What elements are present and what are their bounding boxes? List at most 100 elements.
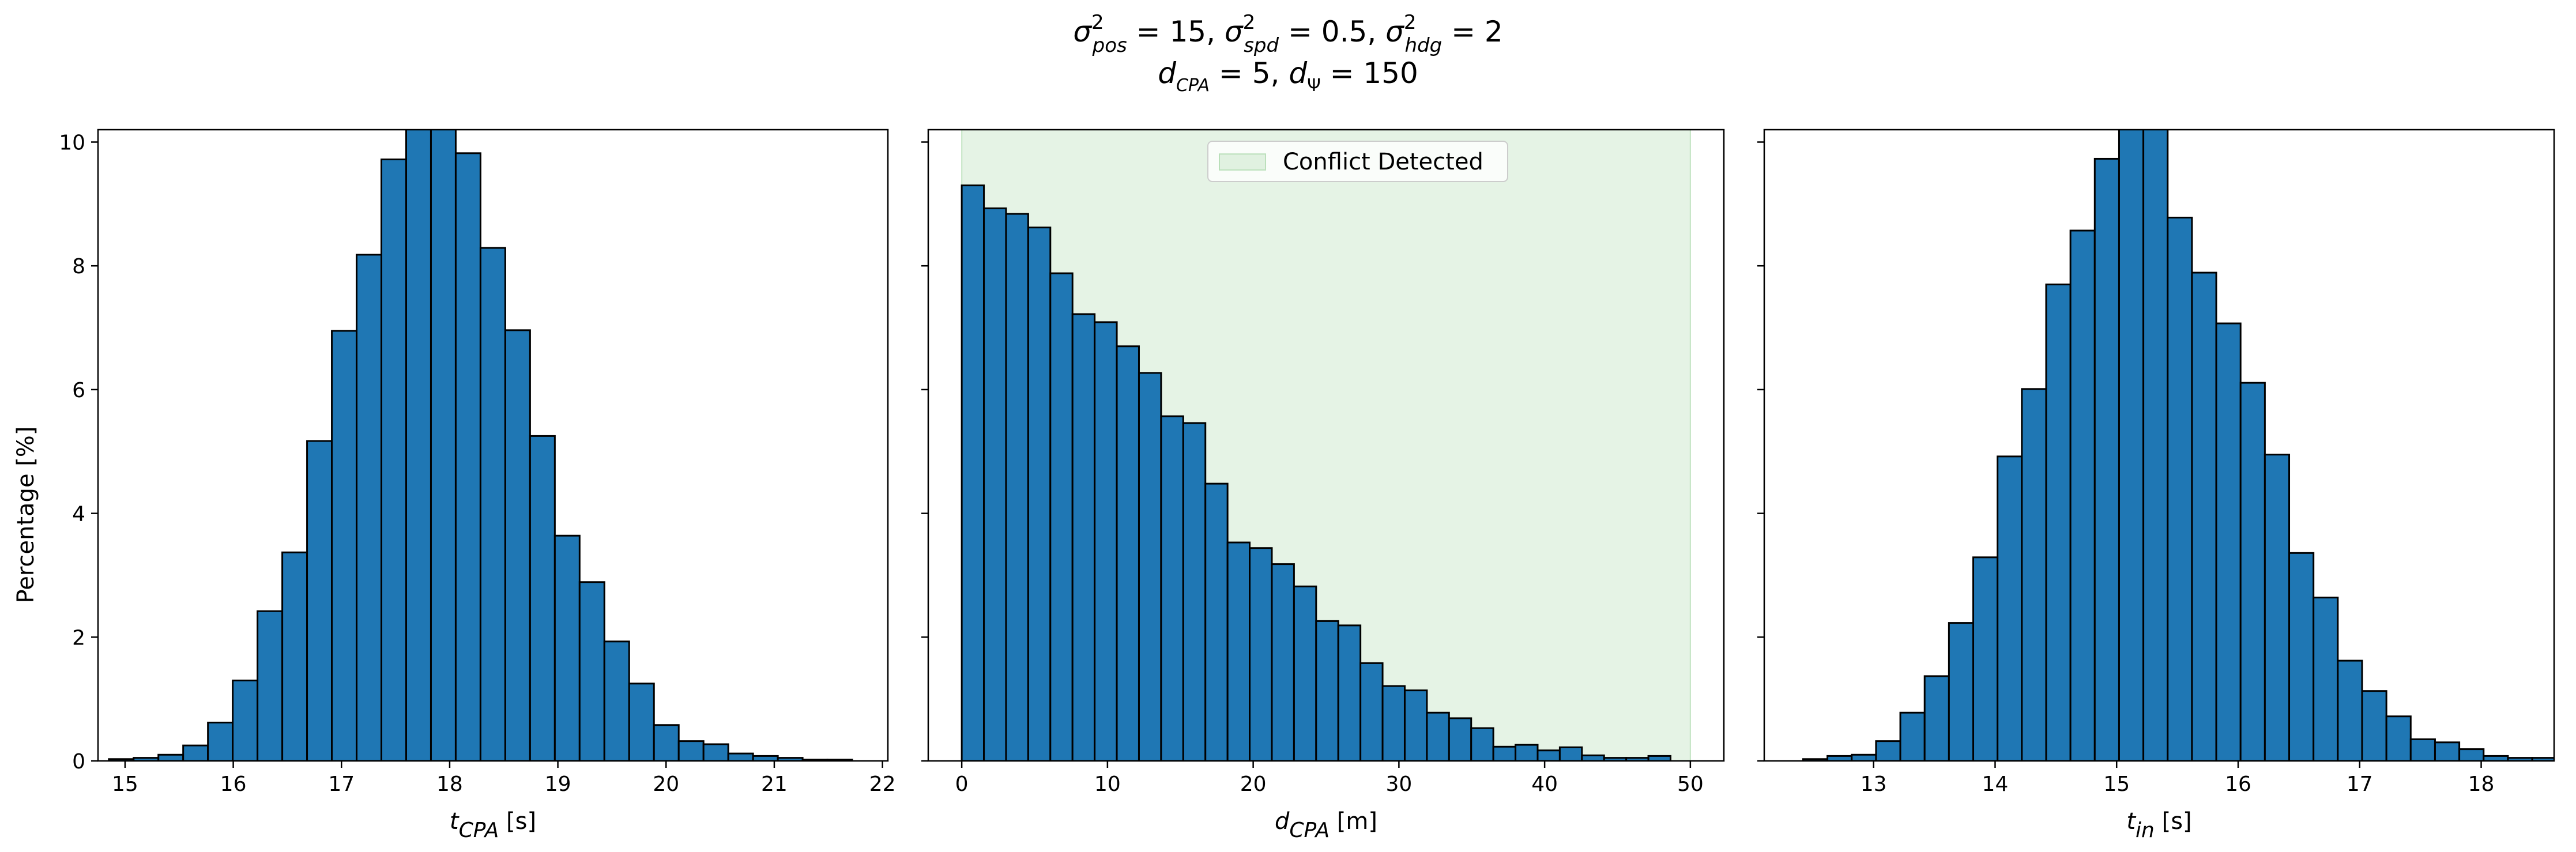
histogram-bar [2337, 659, 2363, 761]
histogram-bar [1448, 717, 1472, 761]
histogram-bar [1492, 745, 1517, 761]
x-tick-label: 19 [545, 772, 571, 796]
histogram-bar [1249, 547, 1273, 761]
histogram-bar [1948, 622, 1975, 761]
x-tick-label: 14 [1982, 772, 2009, 796]
histogram-bar [1515, 744, 1539, 761]
histogram-bar [2264, 454, 2291, 761]
histogram-bar [405, 130, 432, 761]
x-tick-label: 20 [1240, 772, 1267, 796]
histogram-bar [1005, 213, 1029, 761]
histogram-bar [2409, 738, 2436, 761]
histogram-bar [1647, 755, 1671, 761]
histogram-bar [2483, 755, 2509, 761]
x-tick-label: 21 [761, 772, 788, 796]
x-tick-label: 18 [436, 772, 463, 796]
legend-label: Conflict Detected [1283, 149, 1483, 175]
histogram-bar [2361, 690, 2387, 761]
x-tick-label: 15 [112, 772, 138, 796]
histogram-bar [553, 534, 581, 761]
x-tick-label: 30 [1385, 772, 1412, 796]
histogram-bar [727, 752, 754, 761]
histogram-bar [961, 184, 985, 761]
histogram-bar [1558, 746, 1583, 761]
histogram-bar [281, 551, 308, 761]
histogram-bar [578, 581, 605, 761]
histogram-bar [182, 744, 209, 761]
histogram-bar [2458, 748, 2485, 761]
histogram-bar [306, 440, 333, 761]
x-tick-label: 50 [1677, 772, 1704, 796]
histogram-bar [2191, 272, 2217, 761]
histogram-bar [1403, 689, 1428, 761]
histogram-bar [1204, 482, 1229, 761]
x-tick-label: 18 [2468, 772, 2495, 796]
histogram-bar [1071, 313, 1096, 761]
histogram-bar [2069, 229, 2096, 761]
histogram-bar [2142, 130, 2169, 761]
histogram-bar [331, 330, 358, 761]
histogram-bar [1226, 541, 1251, 761]
histogram-bar [752, 755, 779, 761]
histogram-bar [1851, 753, 1877, 761]
histogram-bar [2434, 741, 2461, 761]
legend-swatch [1219, 153, 1266, 171]
y-tick-label: 2 [72, 626, 85, 650]
histogram-bar [1182, 422, 1207, 761]
panel-tin: 13 14 15 16 17 18 tin [s] [1757, 129, 2555, 842]
x-tick-label: 15 [2103, 772, 2130, 796]
x-axis-label: dCPA [m] [1275, 808, 1377, 842]
histogram-bar [1381, 685, 1406, 761]
histogram-bar [1899, 711, 1926, 761]
y-tick-label: 4 [72, 503, 85, 526]
histogram-bar [1337, 624, 1362, 761]
histogram-bar [1271, 563, 1295, 761]
histogram-bar [430, 130, 457, 761]
x-tick-label: 17 [328, 772, 355, 796]
histogram-bar [702, 743, 729, 761]
axes-frame [927, 129, 1725, 762]
legend: Conflict Detected [1207, 141, 1508, 182]
x-tick-label: 22 [869, 772, 896, 796]
histogram-bar [257, 610, 284, 761]
histogram-bar [1138, 372, 1162, 761]
y-tick-label: 0 [72, 750, 85, 774]
histogram-bar [2167, 216, 2193, 761]
histogram-bar [381, 159, 407, 761]
x-tick-label: 40 [1531, 772, 1558, 796]
axes-frame [1763, 129, 2555, 762]
x-tick-label: 13 [1861, 772, 1887, 796]
histogram-bar [2045, 283, 2072, 761]
y-axis-label: Percentage [%] [13, 427, 39, 604]
histogram-bar [1997, 455, 2023, 761]
histogram-bar [1826, 755, 1853, 761]
panel-dcpa: 0 10 20 30 40 50 dCPA [m] Conflict Detected [921, 129, 1725, 842]
histogram-bar [207, 721, 234, 761]
histogram-bar [454, 152, 481, 761]
histogram-bar [1581, 754, 1605, 761]
axes-frame [97, 129, 889, 762]
panel-tcpa: 15 16 17 18 19 20 21 22 0 2 4 6 8 10 tCPA [s] [59, 129, 896, 842]
histogram-bar [1049, 272, 1074, 761]
x-tick-label: 20 [653, 772, 679, 796]
histogram-bar [1972, 556, 1999, 761]
histogram-bar [603, 640, 630, 761]
histogram-bar [2313, 597, 2339, 761]
histogram-bar [1160, 415, 1184, 761]
x-tick-label: 16 [2225, 772, 2251, 796]
x-axis-label: tin [s] [2126, 808, 2191, 842]
histogram-bar [2118, 130, 2145, 761]
x-tick-label: 17 [2347, 772, 2373, 796]
histogram-bar [529, 435, 556, 761]
histogram-bar [1923, 675, 1950, 761]
histogram-bar [356, 254, 383, 761]
histogram-bar [677, 740, 705, 761]
y-tick-label: 10 [59, 131, 85, 154]
histogram-bar [1293, 585, 1317, 761]
figure-title-line1: σ2 pos = 15, σ2 spd = 0.5, σ2 hdg = 2 [1073, 11, 1502, 57]
histogram-bar [1116, 345, 1140, 761]
histogram-bar [1536, 749, 1561, 761]
histogram-bar [1470, 727, 1494, 761]
histogram-bar [653, 724, 680, 761]
